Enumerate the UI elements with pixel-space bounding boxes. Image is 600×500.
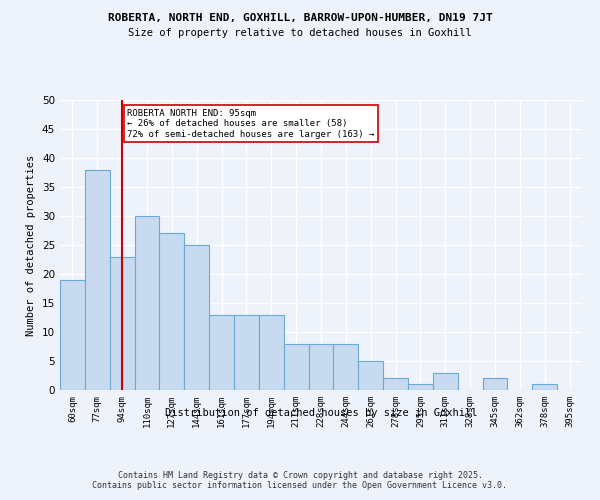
Text: ROBERTA, NORTH END, GOXHILL, BARROW-UPON-HUMBER, DN19 7JT: ROBERTA, NORTH END, GOXHILL, BARROW-UPON… [107, 12, 493, 22]
Y-axis label: Number of detached properties: Number of detached properties [26, 154, 37, 336]
Bar [209, 314, 234, 390]
Bar [160, 234, 184, 390]
Bar [284, 344, 308, 390]
Bar [110, 256, 134, 390]
Bar [532, 384, 557, 390]
Bar [334, 344, 358, 390]
Bar [85, 170, 110, 390]
Text: Contains HM Land Registry data © Crown copyright and database right 2025.
Contai: Contains HM Land Registry data © Crown c… [92, 470, 508, 490]
Bar [184, 245, 209, 390]
Text: Size of property relative to detached houses in Goxhill: Size of property relative to detached ho… [128, 28, 472, 38]
Bar [482, 378, 508, 390]
Bar [383, 378, 408, 390]
Bar [358, 361, 383, 390]
Bar [60, 280, 85, 390]
Bar [134, 216, 160, 390]
Text: Distribution of detached houses by size in Goxhill: Distribution of detached houses by size … [165, 408, 477, 418]
Text: ROBERTA NORTH END: 95sqm
← 26% of detached houses are smaller (58)
72% of semi-d: ROBERTA NORTH END: 95sqm ← 26% of detach… [127, 108, 374, 138]
Bar [234, 314, 259, 390]
Bar [408, 384, 433, 390]
Bar [308, 344, 334, 390]
Bar [259, 314, 284, 390]
Bar [433, 372, 458, 390]
